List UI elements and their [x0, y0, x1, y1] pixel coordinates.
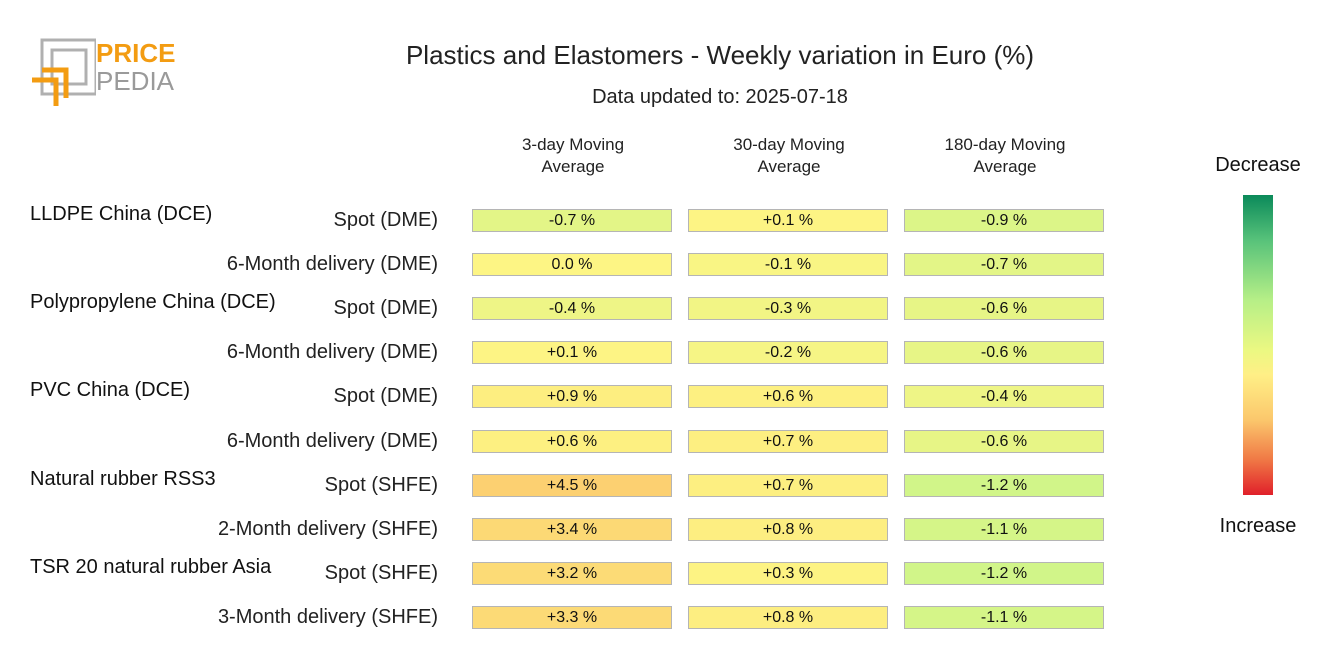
legend-increase-label: Increase	[1219, 515, 1297, 537]
heatmap-cell: -0.7 %	[904, 253, 1104, 277]
heatmap-cell: +3.4 %	[472, 517, 672, 541]
heatmap-cell: -0.2 %	[688, 341, 888, 365]
heatmap-cell: +3.3 %	[472, 605, 672, 629]
column-header-3day: 3-day Moving Average	[472, 134, 674, 178]
heatmap-cell: -1.2 %	[904, 561, 1104, 585]
heatmap-cell: +0.7 %	[688, 429, 888, 453]
row-label: 6-Month delivery (DME)	[226, 429, 438, 452]
legend-color-bar	[1243, 195, 1273, 495]
pricepedia-logo: PRICE PEDIA	[30, 38, 190, 108]
heatmap-cell: 0.0 %	[472, 253, 672, 277]
heatmap-cell: -1.1 %	[904, 517, 1104, 541]
row-label: 2-Month delivery (SHFE)	[217, 517, 438, 540]
heatmap-cell: -0.7 %	[472, 209, 672, 232]
group-label: LLDPE China (DCE)	[30, 203, 213, 225]
column-header-line2: Average	[757, 157, 821, 176]
heatmap-cell: +0.3 %	[688, 561, 888, 585]
heatmap-cell: -1.2 %	[904, 473, 1104, 497]
heatmap-cell: +0.9 %	[472, 385, 672, 409]
row-label: 6-Month delivery (DME)	[226, 341, 438, 364]
group-label: PVC China (DCE)	[30, 379, 191, 402]
row-label: Spot (DME)	[333, 385, 438, 408]
row-label: Spot (DME)	[333, 297, 438, 320]
logo-text-pedia: PEDIA	[96, 66, 175, 96]
heatmap-cell: +0.1 %	[472, 341, 672, 365]
row-label: Spot (SHFE)	[324, 561, 438, 584]
logo-mark-icon	[32, 38, 96, 106]
heatmap-cell: -0.6 %	[904, 297, 1104, 321]
legend-decrease-label: Decrease	[1215, 154, 1301, 176]
heatmap-cell: +0.8 %	[688, 517, 888, 541]
column-header-line1: 30-day Moving	[733, 135, 845, 154]
heatmap-cell: +3.2 %	[472, 561, 672, 585]
heatmap-cell: +0.8 %	[688, 605, 888, 629]
row-label: Spot (SHFE)	[324, 473, 438, 496]
column-header-line2: Average	[973, 157, 1037, 176]
heatmap-cell: -0.3 %	[688, 297, 888, 321]
logo-text-price: PRICE	[96, 38, 176, 68]
heatmap-cell: +0.6 %	[688, 385, 888, 409]
column-header-30day: 30-day Moving Average	[688, 134, 890, 178]
heatmap-cell: +0.1 %	[688, 209, 888, 232]
column-header-line1: 180-day Moving	[944, 135, 1066, 154]
row-label: 3-Month delivery (SHFE)	[217, 605, 438, 628]
heatmap-cell: +0.6 %	[472, 429, 672, 453]
column-header-line1: 3-day Moving	[521, 135, 625, 154]
heatmap-cell: -0.4 %	[904, 385, 1104, 409]
heatmap-cell: -0.1 %	[688, 253, 888, 277]
heatmap-cell: -1.1 %	[904, 605, 1104, 629]
heatmap-cell: +0.7 %	[688, 473, 888, 497]
group-label: TSR 20 natural rubber Asia	[30, 555, 272, 578]
heatmap-cell: +4.5 %	[472, 473, 672, 497]
group-label: Natural rubber RSS3	[30, 467, 216, 490]
column-header-line2: Average	[541, 157, 605, 176]
heatmap-cell: -0.9 %	[904, 209, 1104, 232]
group-label: Polypropylene China (DCE)	[30, 291, 276, 314]
heatmap-cell: -0.6 %	[904, 341, 1104, 365]
heatmap-cell: -0.6 %	[904, 429, 1104, 453]
heatmap-cell: -0.4 %	[472, 297, 672, 321]
chart-subtitle: Data updated to: 2025-07-18	[592, 86, 848, 108]
row-label: 6-Month delivery (DME)	[226, 253, 438, 276]
column-header-180day: 180-day Moving Average	[904, 134, 1106, 178]
row-label: Spot (DME)	[333, 209, 438, 231]
chart-title: Plastics and Elastomers - Weekly variati…	[405, 40, 1035, 70]
